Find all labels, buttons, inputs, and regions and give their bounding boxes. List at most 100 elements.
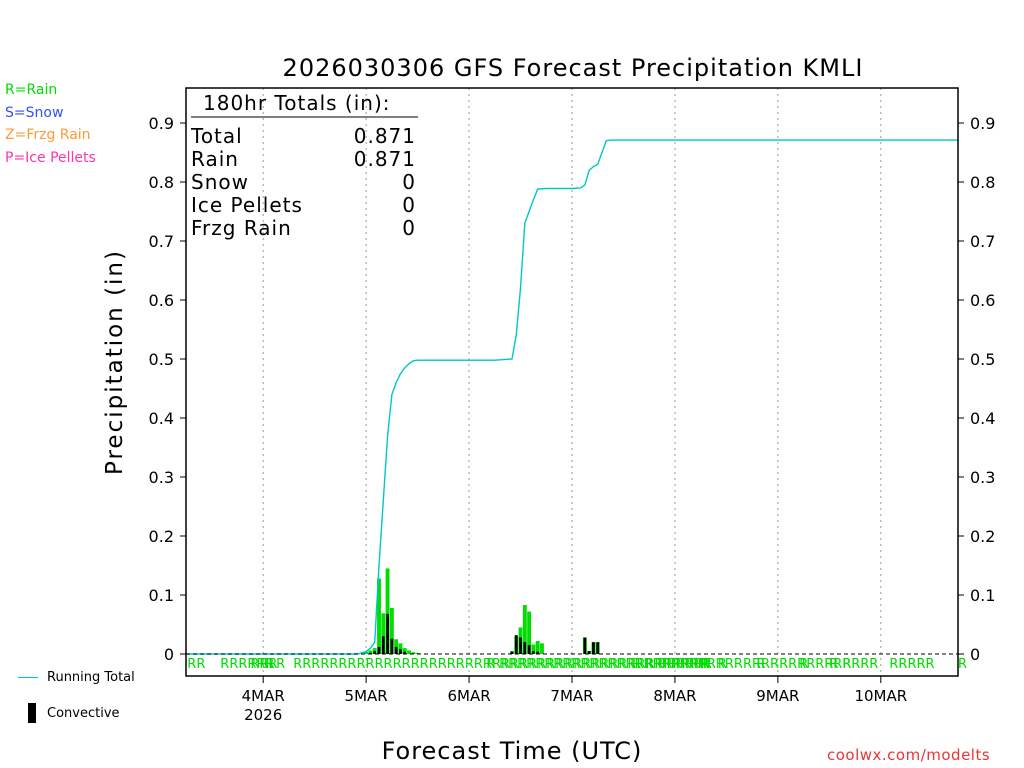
rain-bar bbox=[411, 652, 416, 654]
ptype-mark: RR bbox=[187, 657, 205, 672]
ptype-mark: RRRRRR bbox=[658, 657, 712, 672]
convective-bar bbox=[527, 645, 531, 654]
x-tick-sublabel: 2026 bbox=[244, 706, 282, 724]
rain-bar bbox=[522, 605, 527, 654]
y-axis-left: 0 0.1 0.2 0.3 0.4 0.5 0.6 0.7 0.8 0.9 bbox=[149, 114, 186, 664]
y-tick-label: 0.8 bbox=[970, 173, 995, 192]
rain-bar bbox=[377, 578, 381, 654]
ptype-mark: RRRRRRRRRRRRRRRRRRRRRRRRRRRRRRRRRRRRRRR bbox=[499, 657, 851, 672]
convective-bar bbox=[592, 642, 595, 654]
ptype-mark: R bbox=[756, 657, 765, 672]
gridlines bbox=[262, 88, 882, 676]
totals-row-value: 0 bbox=[402, 170, 416, 194]
rain-bar bbox=[535, 641, 540, 654]
convective-bar bbox=[523, 642, 527, 654]
ptype-mark: R bbox=[632, 657, 641, 672]
totals-row-label: Ice Pellets bbox=[191, 193, 303, 217]
convective-bar bbox=[390, 638, 394, 654]
x-tick-label: 7MAR bbox=[550, 687, 593, 705]
totals-row-value: 0.871 bbox=[354, 147, 416, 171]
ptype-mark: R bbox=[829, 657, 838, 672]
convective-bar bbox=[369, 652, 372, 654]
convective-legend-label: Convective bbox=[47, 706, 120, 721]
rain-bar bbox=[385, 568, 390, 654]
x-tick-label: 9MAR bbox=[756, 687, 799, 705]
convective-bar bbox=[519, 637, 522, 654]
rain-bar bbox=[398, 643, 403, 654]
y-tick-label: 0.7 bbox=[149, 232, 174, 251]
y-tick-label: 0.1 bbox=[970, 586, 995, 605]
y-tick-label: 0.1 bbox=[149, 586, 174, 605]
y-tick-label: 0.2 bbox=[149, 527, 174, 546]
convective-bar bbox=[394, 646, 398, 654]
running-total-legend-label: Running Total bbox=[47, 670, 135, 685]
totals-rows: Total 0.871 Rain 0.871 Snow 0 Ice Pellets 0 Frzg… bbox=[190, 124, 416, 240]
rain-bar bbox=[415, 652, 420, 654]
x-tick-label: 5MAR bbox=[345, 687, 388, 705]
convective-bar bbox=[532, 651, 535, 654]
y-tick-label: 0.6 bbox=[970, 291, 995, 310]
y-tick-label: 0.9 bbox=[149, 114, 174, 133]
y-tick-label: 0.2 bbox=[970, 527, 995, 546]
credit-link[interactable]: coolwx.com/modelts bbox=[827, 746, 991, 764]
ptype-mark: R bbox=[486, 657, 495, 672]
ptype-mark: RRRR bbox=[842, 657, 878, 672]
y-tick-label: 0.4 bbox=[149, 409, 174, 428]
y-tick-label: 0.9 bbox=[970, 114, 995, 133]
legend-snow: S=Snow bbox=[5, 105, 64, 121]
totals-header: 180hr Totals (in): bbox=[203, 91, 391, 115]
y-tick-label: 0.5 bbox=[970, 350, 995, 369]
rain-bar bbox=[527, 611, 532, 654]
totals-row-value: 0 bbox=[402, 193, 416, 217]
convective-swatch bbox=[28, 703, 36, 723]
convective-bars bbox=[369, 613, 600, 654]
y-tick-label: 0 bbox=[970, 645, 980, 664]
y-tick-label: 0 bbox=[164, 645, 174, 664]
rain-bar bbox=[394, 639, 399, 654]
ptype-mark: R bbox=[958, 657, 967, 672]
rain-bar bbox=[540, 643, 544, 654]
convective-bar bbox=[381, 636, 385, 654]
y-axis-right: 0 0.1 0.2 0.3 0.4 0.5 0.6 0.7 0.8 0.9 bbox=[958, 114, 995, 664]
ptype-mark: R bbox=[276, 657, 285, 672]
ptype-mark: RRRRR bbox=[889, 657, 934, 672]
totals-row-label: Snow bbox=[191, 170, 249, 194]
precip-type-row: RR RRRRRRRRRR R RRRRRRRRRRRRRRRRRRRRRRRRRRR… bbox=[187, 657, 967, 672]
y-tick-label: 0.5 bbox=[149, 350, 174, 369]
ptype-mark: R bbox=[799, 657, 808, 672]
convective-bar bbox=[373, 651, 377, 654]
rain-bar bbox=[407, 650, 411, 654]
y-tick-label: 0.3 bbox=[149, 468, 174, 487]
convective-bar bbox=[583, 637, 587, 654]
convective-bar bbox=[403, 651, 407, 654]
y-axis-label: Precipitation (in) bbox=[102, 249, 128, 475]
totals-row-label: Frzg Rain bbox=[191, 216, 292, 240]
ptype-mark: RRR bbox=[250, 657, 277, 672]
x-tick-label: 10MAR bbox=[854, 687, 907, 705]
x-tick-label: 6MAR bbox=[447, 687, 490, 705]
rain-bar bbox=[402, 648, 407, 654]
convective-bar bbox=[377, 646, 381, 654]
rain-bar bbox=[531, 644, 536, 654]
convective-bar bbox=[587, 651, 591, 654]
convective-bar bbox=[536, 651, 540, 654]
y-tick-label: 0.6 bbox=[149, 291, 174, 310]
x-tick-label: 8MAR bbox=[653, 687, 696, 705]
totals-row-label: Rain bbox=[191, 147, 239, 171]
convective-bar bbox=[510, 651, 514, 654]
legend-freezing-rain: Z=Frzg Rain bbox=[5, 127, 91, 143]
totals-row-label: Total bbox=[190, 124, 243, 148]
totals-row-value: 0.871 bbox=[354, 124, 416, 148]
totals-row-value: 0 bbox=[402, 216, 416, 240]
y-tick-label: 0.7 bbox=[970, 232, 995, 251]
rain-bar bbox=[381, 613, 386, 654]
ptype-mark: R bbox=[701, 657, 710, 672]
legend-rain: R=Rain bbox=[5, 82, 58, 98]
x-tick-label: 4MAR bbox=[242, 687, 285, 705]
totals-box: 180hr Totals (in): Total 0.871 Rain 0.871 Sn… bbox=[190, 91, 418, 240]
ptype-mark: RRRRRR bbox=[220, 657, 274, 672]
y-tick-label: 0.8 bbox=[149, 173, 174, 192]
rain-bar bbox=[368, 650, 373, 654]
